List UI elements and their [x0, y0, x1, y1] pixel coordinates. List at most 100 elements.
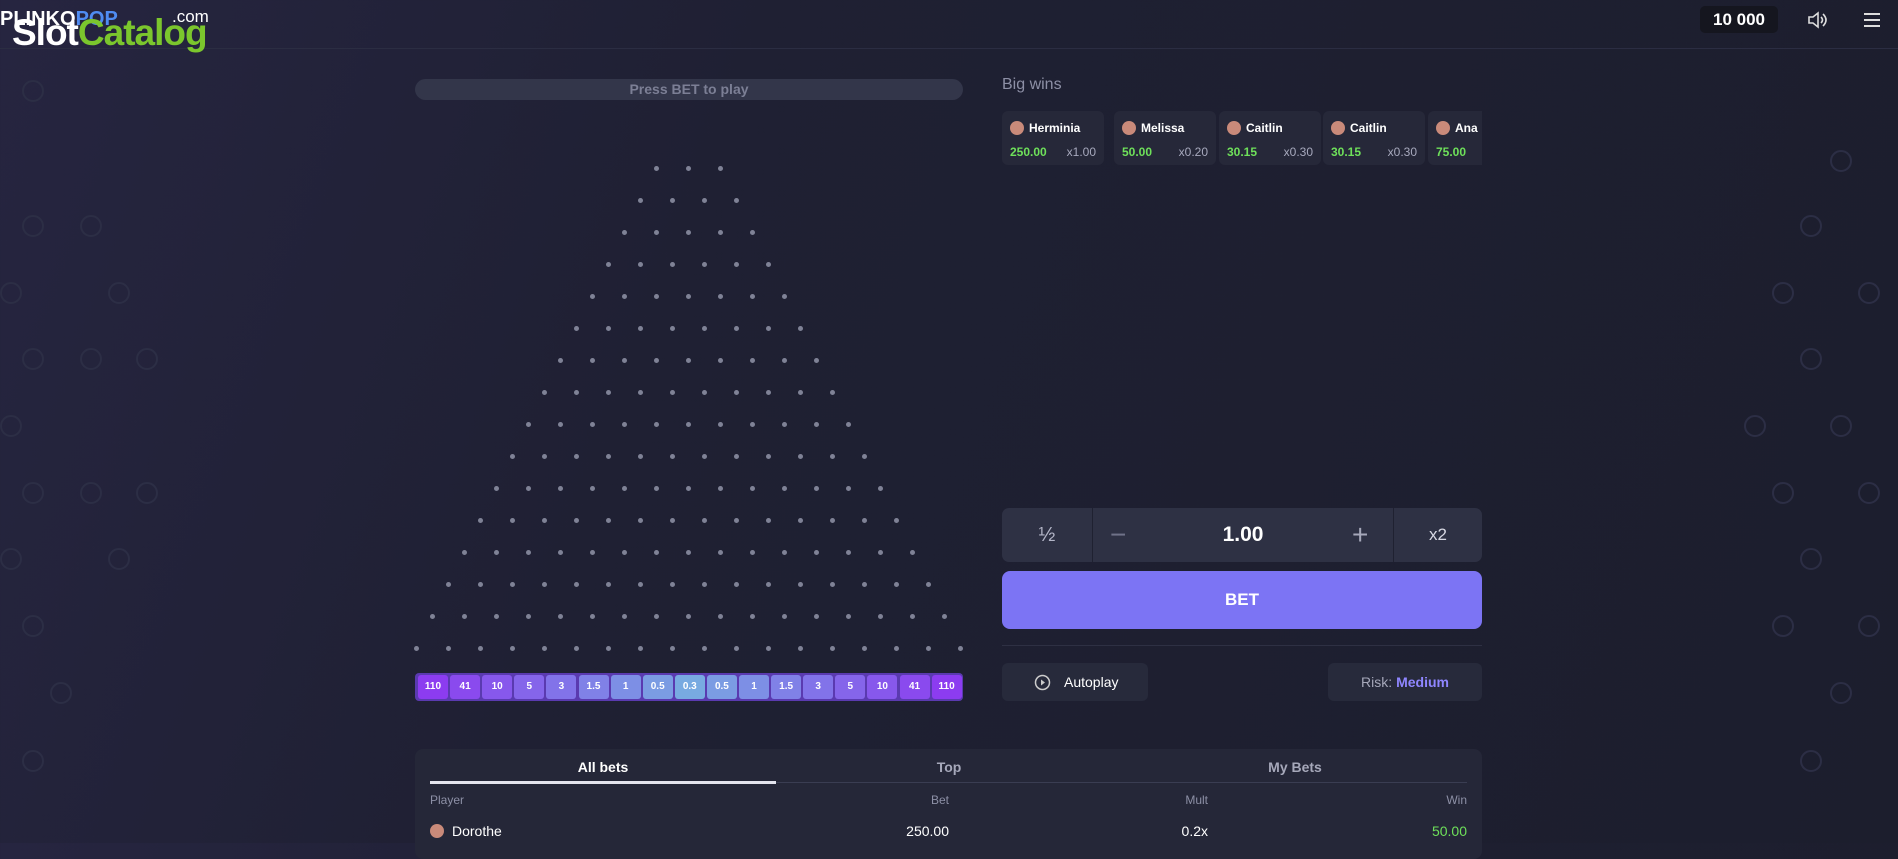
menu-icon[interactable] — [1862, 10, 1882, 30]
bg-circle — [1858, 282, 1880, 304]
peg — [605, 518, 611, 523]
peg — [573, 326, 579, 331]
win-multiplier: x0.20 — [1178, 145, 1208, 159]
peg — [477, 518, 483, 523]
peg — [653, 550, 659, 555]
peg — [557, 358, 563, 363]
big-win-card: Herminia 250.00 x1.00 — [1002, 111, 1104, 165]
peg — [637, 454, 643, 459]
peg — [605, 454, 611, 459]
peg — [525, 422, 531, 427]
double-button[interactable]: x2 — [1429, 525, 1447, 544]
peg — [477, 582, 483, 587]
multiplier-slot: 3 — [546, 675, 577, 699]
peg — [605, 262, 611, 267]
peg — [717, 422, 723, 427]
win-amount: 75.00 — [1436, 145, 1467, 159]
bets-tab[interactable]: All bets — [577, 759, 629, 775]
peg — [669, 454, 675, 459]
peg — [765, 518, 771, 523]
peg — [605, 390, 611, 395]
column-header: Player — [430, 793, 465, 807]
peg — [749, 230, 755, 235]
player-name: Herminia — [1029, 121, 1081, 135]
bg-circle — [1744, 415, 1766, 437]
peg — [797, 390, 803, 395]
peg — [685, 166, 691, 171]
bg-circle — [1830, 415, 1852, 437]
bet-amount[interactable]: 1.00 — [1222, 523, 1264, 546]
peg — [653, 294, 659, 299]
peg — [749, 358, 755, 363]
peg — [733, 646, 739, 651]
bg-circle — [1858, 615, 1880, 637]
column-header: Win — [1446, 793, 1467, 807]
win-amount: 50.00 — [1122, 145, 1153, 159]
win-amount: 250.00 — [1010, 145, 1047, 159]
peg — [765, 262, 771, 267]
peg — [669, 262, 675, 267]
sound-icon[interactable] — [1806, 9, 1828, 31]
peg — [701, 262, 707, 267]
peg — [925, 582, 931, 587]
peg — [781, 486, 787, 491]
peg — [717, 550, 723, 555]
peg — [845, 550, 851, 555]
bet-cell: 50.00 — [1431, 823, 1467, 839]
win-amount: 30.15 — [1331, 145, 1362, 159]
peg — [765, 390, 771, 395]
multiplier-slot: 1.5 — [771, 675, 802, 699]
peg — [733, 454, 739, 459]
peg — [781, 422, 787, 427]
peg — [749, 422, 755, 427]
peg — [557, 614, 563, 619]
peg — [765, 646, 771, 651]
bg-circle — [22, 615, 44, 637]
peg — [941, 614, 947, 619]
win-multiplier: x0.30 — [1283, 145, 1313, 159]
peg — [621, 230, 627, 235]
peg — [797, 582, 803, 587]
peg — [557, 422, 563, 427]
peg — [525, 550, 531, 555]
multiplier-slot: 0.3 — [674, 675, 705, 699]
peg — [749, 294, 755, 299]
bg-circle — [22, 348, 44, 370]
peg — [477, 646, 483, 651]
risk-label: Risk: — [1361, 674, 1393, 690]
peg — [909, 550, 915, 555]
peg — [541, 518, 547, 523]
half-button[interactable]: ½ — [1038, 524, 1056, 546]
peg — [701, 454, 707, 459]
risk-button[interactable]: Risk: Medium — [1328, 663, 1482, 701]
bg-circle — [1800, 750, 1822, 772]
risk-value: Medium — [1396, 674, 1449, 690]
peg — [509, 518, 515, 523]
peg — [749, 550, 755, 555]
minus-button[interactable]: − — [1110, 519, 1127, 550]
peg — [765, 326, 771, 331]
bets-tab[interactable]: My Bets — [1268, 759, 1322, 775]
peg — [861, 518, 867, 523]
bet-button[interactable]: BET — [1002, 571, 1482, 629]
logo[interactable]: PLINKOPOP — [0, 8, 118, 31]
plus-button[interactable]: + — [1352, 519, 1369, 550]
peg — [717, 614, 723, 619]
avatar — [1227, 121, 1241, 135]
watermark: SlotCatalog — [12, 12, 208, 54]
player-name: Ana — [1455, 121, 1478, 135]
peg — [573, 454, 579, 459]
bets-tab[interactable]: Top — [936, 759, 962, 775]
peg — [813, 486, 819, 491]
big-win-card: Ana 75.00 — [1428, 111, 1482, 165]
peg — [605, 582, 611, 587]
autoplay-button[interactable]: Autoplay — [1002, 663, 1148, 701]
peg — [637, 646, 643, 651]
big-win-card: Caitlin 30.15 x0.30 — [1219, 111, 1321, 165]
peg — [781, 550, 787, 555]
multiplier-slot: 1 — [610, 675, 641, 699]
bg-circle — [1772, 615, 1794, 637]
bet-cell: Dorothe — [452, 823, 502, 839]
bg-circle — [136, 482, 158, 504]
